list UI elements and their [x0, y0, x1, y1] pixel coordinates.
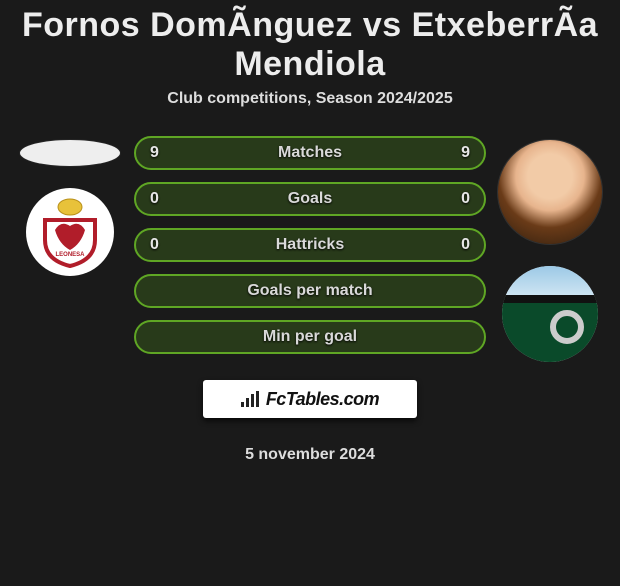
- left-club-crest: LEONESA: [26, 188, 114, 276]
- stat-left-value: 0: [150, 236, 159, 254]
- svg-text:LEONESA: LEONESA: [55, 252, 85, 258]
- stat-right-value: 0: [461, 190, 470, 208]
- stat-left-value: 0: [150, 190, 159, 208]
- left-player-avatar: [20, 140, 120, 166]
- crest-left-svg: LEONESA: [39, 196, 101, 268]
- right-club-crest: [502, 266, 598, 362]
- stat-row-goals: 0 Goals 0: [134, 182, 486, 216]
- right-player-avatar: [498, 140, 602, 244]
- page-title: Fornos DomÃ­nguez vs EtxeberrÃ­a Mendiol…: [10, 6, 610, 84]
- stat-row-matches: 9 Matches 9: [134, 136, 486, 170]
- subtitle: Club competitions, Season 2024/2025: [10, 90, 610, 108]
- right-player-col: [490, 136, 610, 362]
- stat-label: Hattricks: [276, 236, 344, 254]
- stat-left-value: 9: [150, 144, 159, 162]
- stat-label: Min per goal: [263, 328, 357, 346]
- stat-label: Matches: [278, 144, 342, 162]
- stat-row-goals-per-match: Goals per match: [134, 274, 486, 308]
- brand-box[interactable]: FcTables.com: [203, 380, 417, 418]
- brand-bars-icon: [241, 391, 259, 407]
- comparison-grid: LEONESA 9 Matches 9 0 Goals 0 0 Hattrick…: [10, 136, 610, 464]
- stat-label: Goals: [288, 190, 332, 208]
- stat-row-hattricks: 0 Hattricks 0: [134, 228, 486, 262]
- footer-date: 5 november 2024: [134, 446, 486, 464]
- brand-text: FcTables.com: [266, 389, 379, 410]
- stat-right-value: 0: [461, 236, 470, 254]
- stat-right-value: 9: [461, 144, 470, 162]
- stats-list: 9 Matches 9 0 Goals 0 0 Hattricks 0 Goal…: [130, 136, 490, 464]
- stat-row-min-per-goal: Min per goal: [134, 320, 486, 354]
- left-player-col: LEONESA: [10, 136, 130, 276]
- stat-label: Goals per match: [247, 282, 372, 300]
